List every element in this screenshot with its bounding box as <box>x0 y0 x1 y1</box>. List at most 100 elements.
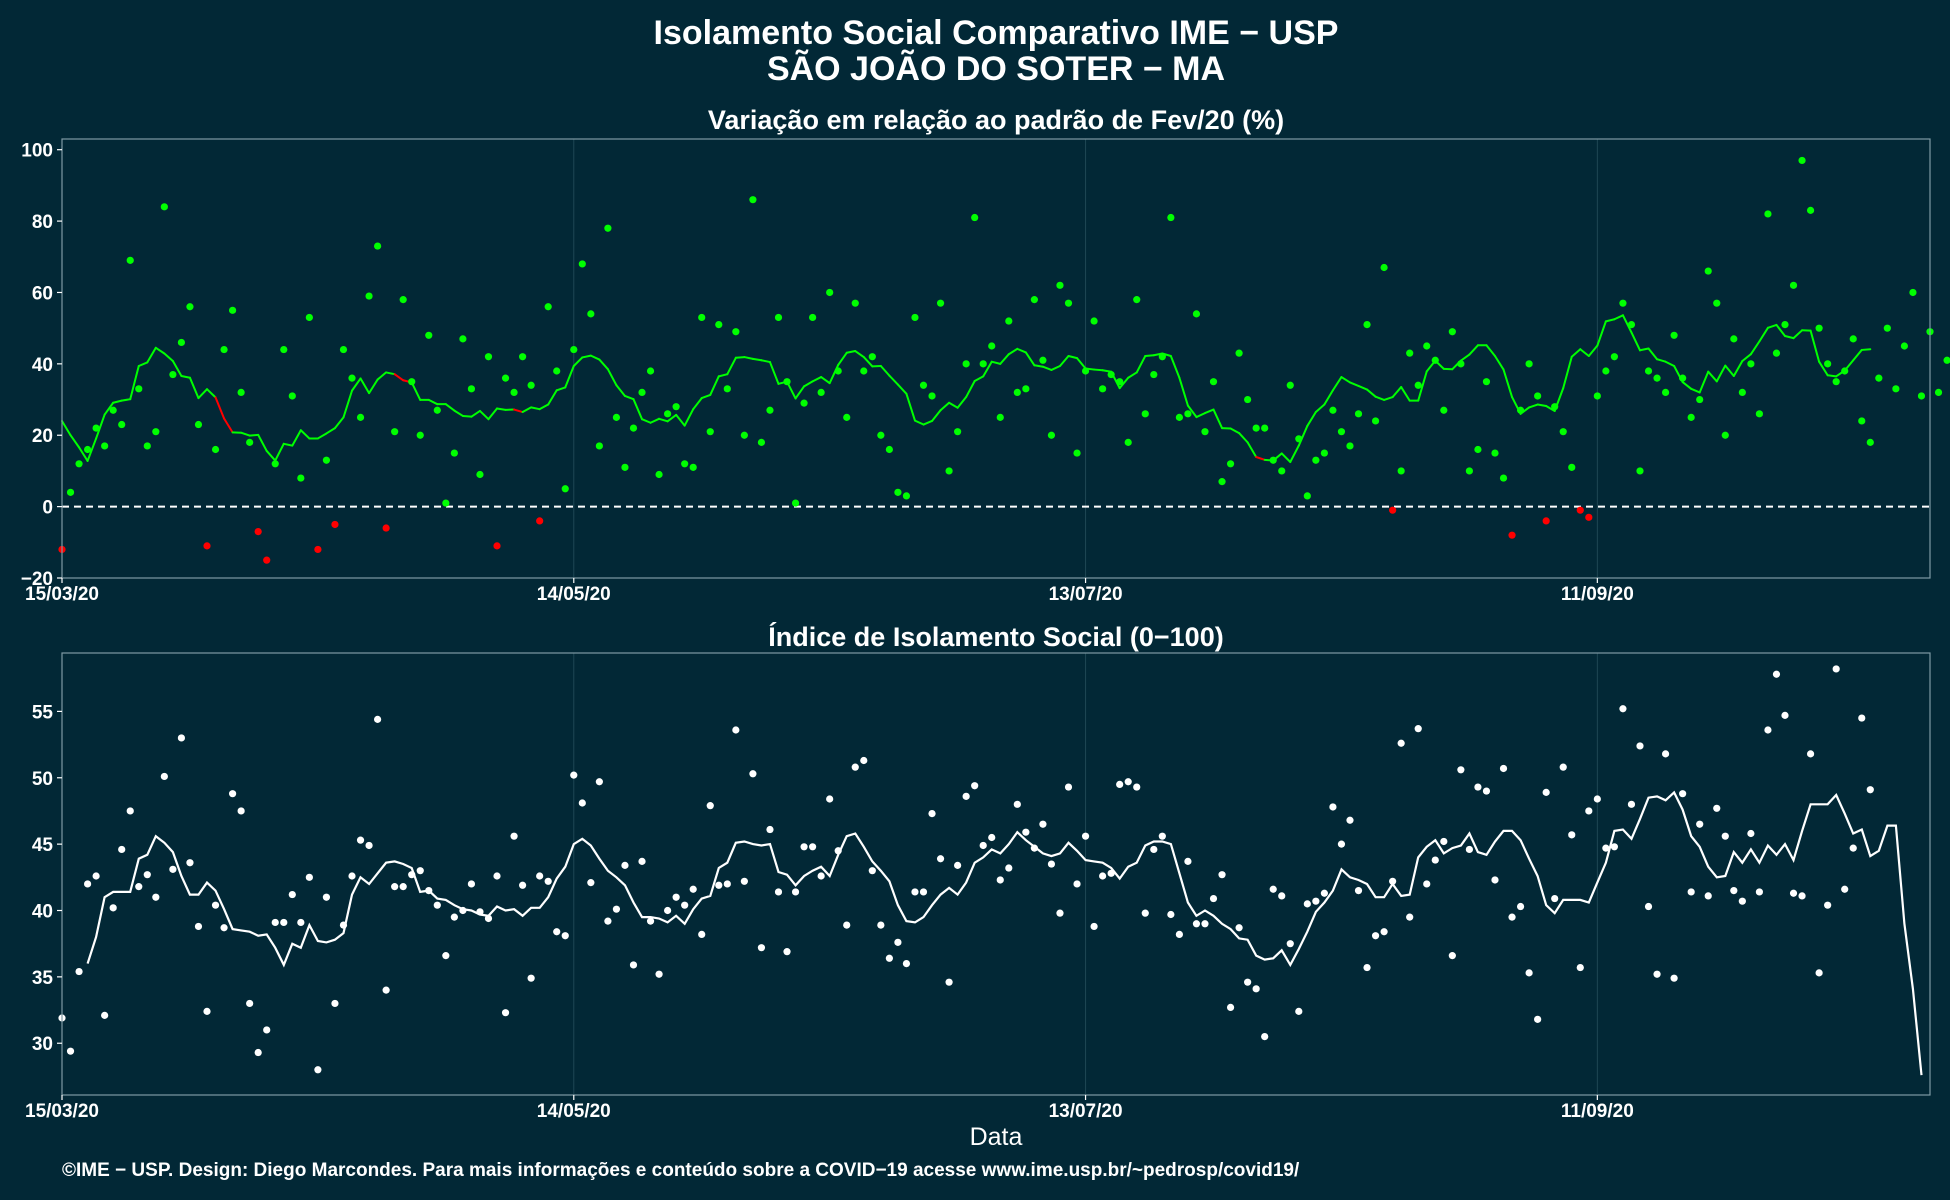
variation-smoothed-segment <box>1417 370 1428 402</box>
variation-smoothed-segment <box>692 397 703 411</box>
variation-point <box>1099 385 1107 393</box>
index-point <box>1013 800 1021 808</box>
variation-point <box>919 381 928 389</box>
index-point <box>1329 803 1337 811</box>
variation-smoothed-segment <box>206 388 217 399</box>
variation-point <box>152 428 160 436</box>
index-frame <box>61 652 1931 1096</box>
index-point <box>373 715 382 723</box>
variation-point <box>391 428 399 436</box>
variation-point <box>1320 449 1328 457</box>
index-point <box>1713 804 1721 812</box>
variation-point <box>766 406 774 414</box>
variation-smoothed-segment <box>811 376 823 383</box>
index-point <box>817 872 825 880</box>
variation-point <box>1175 413 1183 421</box>
variation-point <box>561 485 569 493</box>
index-point <box>766 825 774 834</box>
variation-point <box>1585 513 1593 521</box>
variation-smoothed-segment <box>530 406 541 411</box>
index-point <box>382 986 390 994</box>
index-point <box>331 999 339 1008</box>
variation-smoothed-segment <box>555 386 567 392</box>
variation-smoothed-segment <box>240 431 251 437</box>
variation-smoothed-segment <box>1715 364 1727 383</box>
variation-smoothed-segment <box>257 433 268 452</box>
variation-point <box>1499 474 1508 482</box>
index-point <box>83 880 92 888</box>
index-point <box>791 888 800 896</box>
variation-point <box>1124 438 1132 446</box>
variation-point <box>1013 388 1021 397</box>
variation-point <box>1525 360 1533 368</box>
index-point <box>519 881 527 889</box>
index-y-tick-label: 45 <box>32 835 54 856</box>
variation-y-tick-label: 100 <box>21 141 53 162</box>
index-point <box>348 872 356 880</box>
variation-smoothed-segment <box>1331 376 1343 392</box>
variation-point <box>1201 428 1209 436</box>
index-point <box>1465 845 1473 854</box>
index-point <box>945 978 953 986</box>
variation-smoothed-segment <box>896 383 908 395</box>
variation-point <box>1039 356 1047 364</box>
variation-point <box>1627 320 1636 329</box>
variation-point <box>732 328 740 336</box>
variation-point <box>305 313 313 322</box>
index-point <box>1653 970 1661 978</box>
variation-smoothed-segment <box>291 429 302 447</box>
index-point <box>1602 844 1610 852</box>
index-point <box>809 843 817 851</box>
index-point <box>1755 888 1764 896</box>
index-point <box>621 861 629 869</box>
variation-point <box>1602 367 1610 375</box>
variation-point <box>118 420 126 429</box>
variation-smoothed-segment <box>171 359 183 377</box>
index-point <box>1499 764 1508 773</box>
index-point <box>578 799 586 807</box>
index-point <box>399 883 407 891</box>
variation-smoothed-segment <box>137 361 149 367</box>
variation-point <box>1764 210 1772 218</box>
variation-point <box>1150 370 1158 379</box>
variation-point <box>339 345 348 354</box>
variation-point <box>1423 342 1431 350</box>
index-point <box>689 885 697 893</box>
variation-point <box>646 367 655 375</box>
variation-point <box>1841 367 1849 375</box>
variation-point <box>749 196 757 204</box>
index-point <box>834 847 842 855</box>
variation-smoothed-segment <box>86 437 98 462</box>
variation-smoothed-segment <box>1118 376 1130 390</box>
variation-x-tick-label: 14/05/20 <box>537 584 611 605</box>
index-point <box>962 792 970 800</box>
variation-point <box>1380 263 1388 272</box>
variation-panel: −20 0 20 40 60 80 100 15/03/20 14/05/20 13/07/20 1… <box>21 138 1950 605</box>
index-point <box>1644 902 1653 911</box>
index-point <box>1474 783 1482 791</box>
variation-point <box>860 367 868 375</box>
index-point <box>288 890 296 899</box>
variation-point <box>194 420 203 429</box>
variation-point <box>1576 506 1584 514</box>
variation-smoothed-segment <box>154 346 166 355</box>
variation-point <box>254 528 262 536</box>
variation-smoothed-segment <box>453 409 464 417</box>
variation-point <box>928 392 936 400</box>
variation-smoothed-segment <box>1280 452 1292 464</box>
variation-point <box>868 353 876 361</box>
variation-point <box>698 313 706 322</box>
variation-point <box>988 342 996 350</box>
variation-point <box>1346 442 1354 450</box>
variation-point <box>723 385 731 393</box>
variation-point <box>1141 410 1149 418</box>
index-point <box>1184 857 1192 865</box>
variation-smoothed-segment <box>1664 360 1676 367</box>
index-point <box>971 782 979 790</box>
variation-smoothed-segment <box>1638 347 1650 352</box>
index-point <box>1064 783 1073 791</box>
variation-smoothed-segment <box>1076 357 1087 370</box>
index-point <box>1593 795 1601 803</box>
